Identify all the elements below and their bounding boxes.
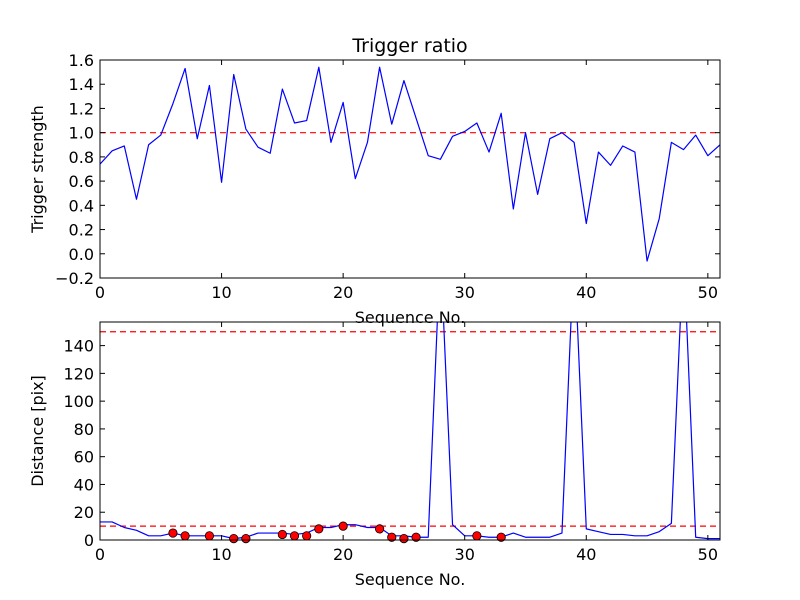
data-point xyxy=(302,531,312,541)
y-tick-label: 1.4 xyxy=(69,75,94,94)
distance-panel: 0 10 20 30 40 50 0 20 40 60 80 100 120 140 Sequence No… xyxy=(28,321,721,589)
y-tick-label: 1.2 xyxy=(69,99,94,118)
data-point xyxy=(277,529,287,540)
y-tick-label: 1.6 xyxy=(69,51,94,70)
x-tick-label: 50 xyxy=(698,283,718,302)
x-axis-label: Sequence No. xyxy=(355,570,466,589)
axes-frame xyxy=(99,321,721,541)
series-line-0 xyxy=(100,322,720,540)
y-tick-label: 0.6 xyxy=(69,172,94,191)
data-point xyxy=(314,524,324,534)
series-line-0 xyxy=(100,66,720,262)
data-point xyxy=(338,521,348,531)
y-tick-label: 0.2 xyxy=(69,221,94,240)
y-tick-label: −0.2 xyxy=(55,269,94,288)
y-tick-label: 0.4 xyxy=(69,196,94,215)
trigger-ratio-panel: 0 10 20 30 40 50 −0.2 0.0 0.2 0.4 0.6 0.8 1.0 1.2 1.4 1… xyxy=(28,51,721,327)
y-tick-label: 120 xyxy=(63,364,94,383)
y-tick-label: 1.0 xyxy=(69,124,94,143)
data-point xyxy=(472,531,482,541)
y-tick-label: 0.8 xyxy=(69,148,94,167)
x-tick-label: 40 xyxy=(576,545,596,564)
axes-frame xyxy=(99,59,721,279)
x-tick-label: 30 xyxy=(455,283,475,302)
y-tick-label: 140 xyxy=(63,337,94,356)
data-point xyxy=(204,531,215,541)
plot-area xyxy=(100,322,720,540)
data-point xyxy=(375,524,385,534)
data-point xyxy=(180,531,190,541)
x-tick-label: 20 xyxy=(333,545,353,564)
data-point xyxy=(399,534,409,544)
x-tick-label: 0 xyxy=(95,283,105,302)
data-point xyxy=(229,534,239,544)
x-axis-label: Sequence No. xyxy=(355,308,466,327)
y-tick-label: 60 xyxy=(74,448,94,467)
x-tick-label: 30 xyxy=(455,545,475,564)
plot-area xyxy=(100,66,720,262)
y-tick-label: 0.0 xyxy=(69,245,94,264)
data-point xyxy=(411,532,421,542)
data-point xyxy=(168,528,178,538)
x-tick-label: 10 xyxy=(211,545,231,564)
x-tick-label: 50 xyxy=(698,545,718,564)
data-point xyxy=(289,531,300,541)
x-tick-label: 0 xyxy=(95,545,105,564)
y-tick-label: 100 xyxy=(63,392,94,411)
data-point xyxy=(241,534,251,544)
chart-title: Trigger ratio xyxy=(351,35,467,57)
data-point xyxy=(387,532,397,542)
y-tick-label: 40 xyxy=(74,475,94,494)
x-tick-label: 40 xyxy=(576,283,596,302)
y-axis-label: Distance [pix] xyxy=(28,375,47,487)
y-tick-label: 0 xyxy=(84,531,94,550)
y-tick-label: 80 xyxy=(74,420,94,439)
x-tick-label: 20 xyxy=(333,283,353,302)
x-tick-label: 10 xyxy=(211,283,231,302)
y-tick-label: 20 xyxy=(74,503,94,522)
y-axis-label: Trigger strength xyxy=(28,105,47,234)
data-point xyxy=(496,532,506,542)
